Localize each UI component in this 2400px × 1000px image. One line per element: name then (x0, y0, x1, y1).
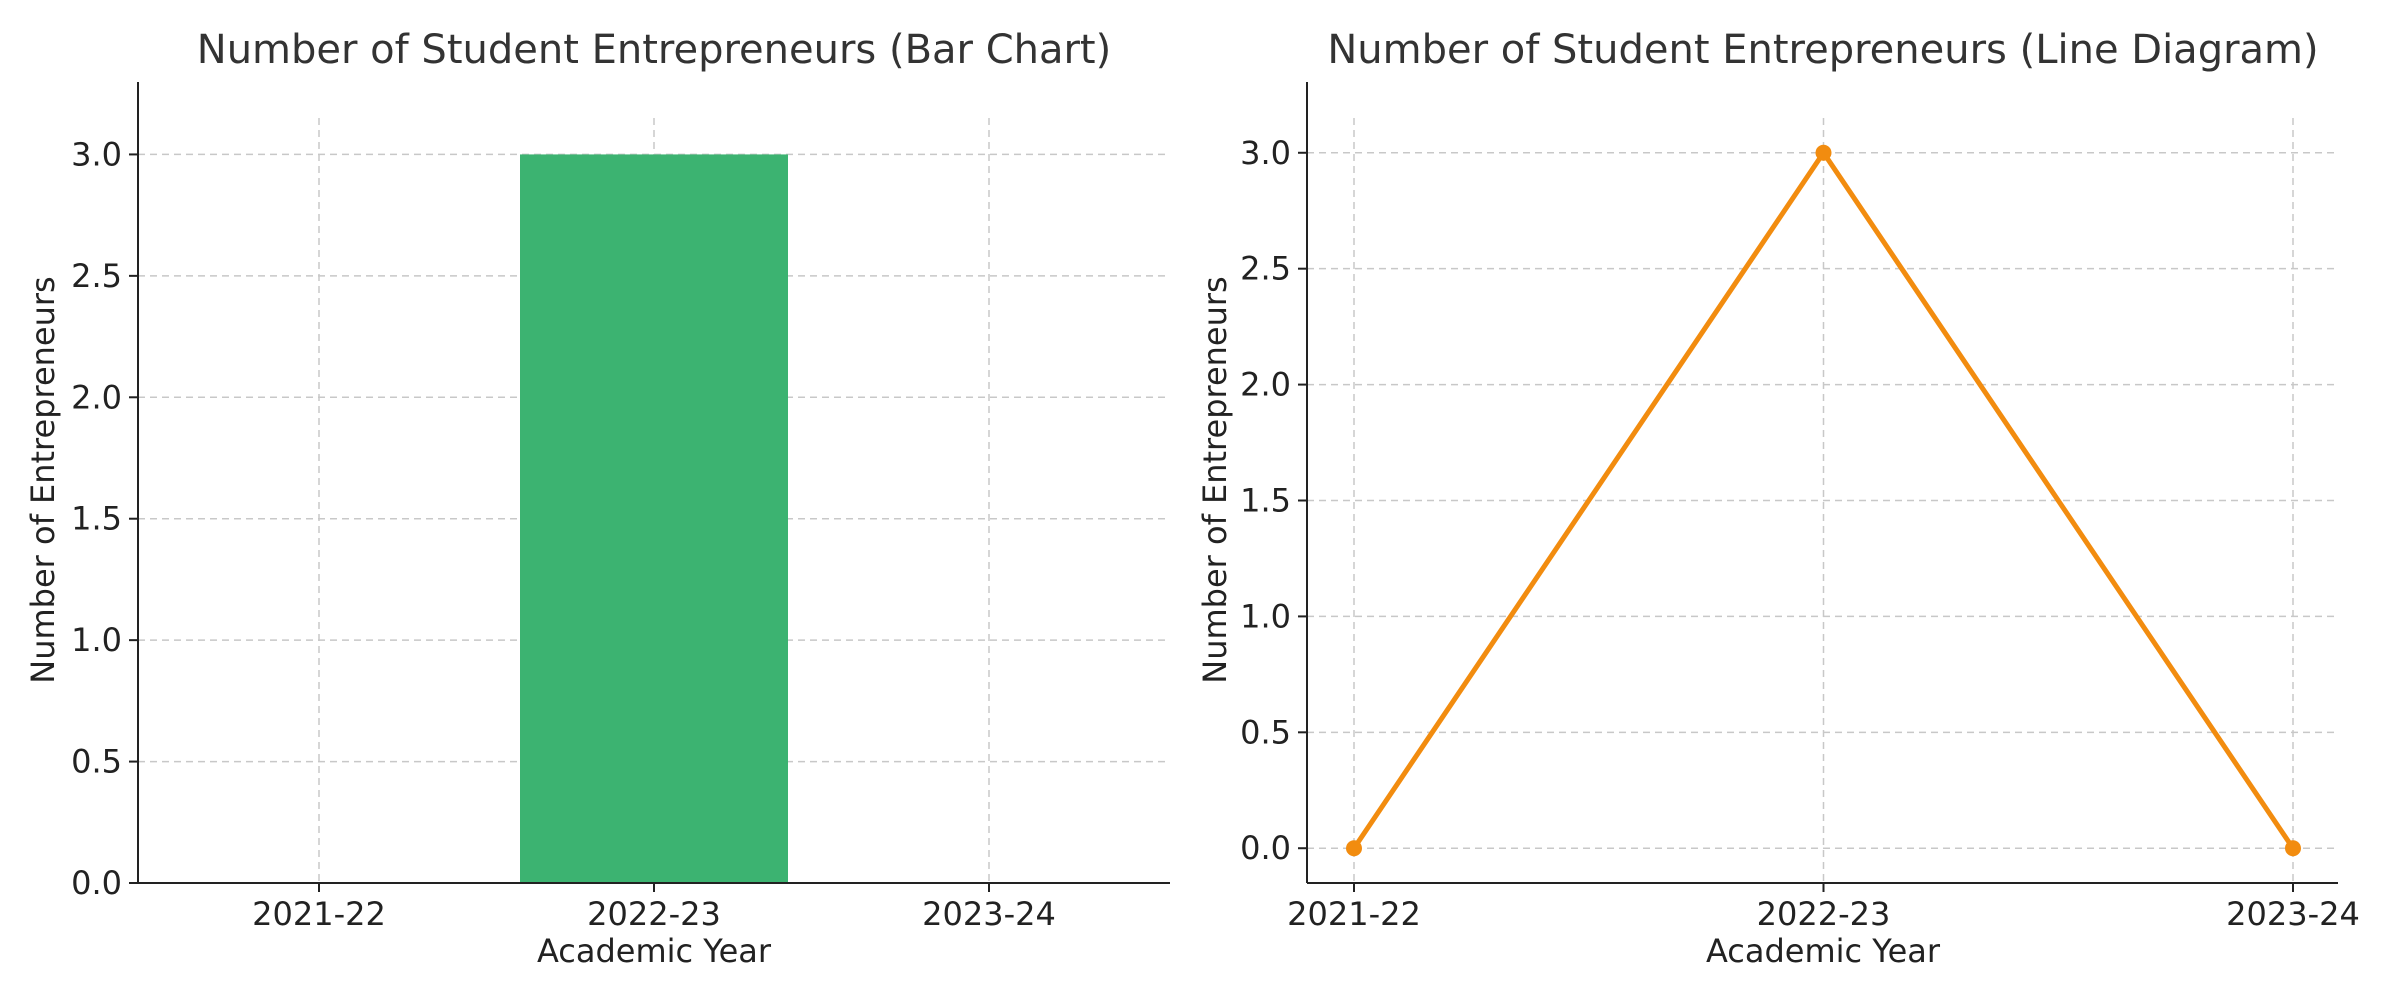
line-ytick-label: 1.5 (1240, 482, 1291, 520)
line-ytick-label: 1.0 (1240, 597, 1291, 635)
line-chart-title: Number of Student Entrepreneurs (Line Di… (1327, 27, 2318, 73)
bar-chart-bars (520, 154, 788, 883)
line-chart: 0.0 0.5 1.0 1.5 2.0 2.5 3.0 2021-22 2022-23 2023-… (1196, 27, 2360, 970)
line-xtick-label: 2021-22 (1287, 895, 1421, 933)
bar-xtick-label: 2023-24 (922, 895, 1056, 933)
bar-ytick-label: 1.0 (71, 621, 122, 659)
bar-chart: 0.0 0.5 1.0 1.5 2.0 2.5 3.0 2021-22 2022-23 2023-… (24, 27, 1170, 970)
line-chart-axes (1306, 82, 2338, 884)
line-xtick-label: 2023-24 (2226, 895, 2360, 933)
bar-ytick-label: 0.0 (71, 864, 122, 902)
line-ytick-label: 0.5 (1240, 713, 1291, 751)
line-ytick-label: 0.0 (1240, 829, 1291, 867)
line-ytick-label: 3.0 (1240, 134, 1291, 172)
line-ytick-label: 2.0 (1240, 366, 1291, 404)
line-point-2023-24 (2285, 840, 2301, 857)
line-chart-grid (1307, 118, 2338, 883)
bar-chart-title: Number of Student Entrepreneurs (Bar Cha… (197, 27, 1111, 73)
line-ytick-label: 2.5 (1240, 250, 1291, 288)
line-chart-xlabel: Academic Year (1706, 932, 1941, 970)
bar-ytick-label: 2.0 (71, 378, 122, 416)
line-point-2021-22 (1346, 840, 1362, 857)
bar-ytick-label: 1.5 (71, 500, 122, 538)
bar-ytick-label: 0.5 (71, 743, 122, 781)
bar-ytick-label: 3.0 (71, 135, 122, 173)
line-chart-ticks: 0.0 0.5 1.0 1.5 2.0 2.5 3.0 2021-22 2022-23 2023-… (1240, 134, 2360, 933)
bar-chart-xlabel: Academic Year (537, 932, 772, 970)
bar-xtick-label: 2022-23 (587, 895, 721, 933)
line-chart-ylabel: Number of Entrepreneurs (1196, 276, 1234, 683)
bar-chart-ylabel: Number of Entrepreneurs (24, 276, 62, 683)
line-xtick-label: 2022-23 (1757, 895, 1891, 933)
bar-chart-ticks: 0.0 0.5 1.0 1.5 2.0 2.5 3.0 2021-22 2022-23 2023-… (71, 135, 1056, 933)
line-chart-series (1346, 144, 2301, 857)
line-point-2022-23 (1815, 144, 1832, 161)
bar-bar-2022-23 (520, 154, 788, 883)
bar-ytick-label: 2.5 (71, 257, 122, 295)
bar-xtick-label: 2021-22 (252, 895, 386, 933)
